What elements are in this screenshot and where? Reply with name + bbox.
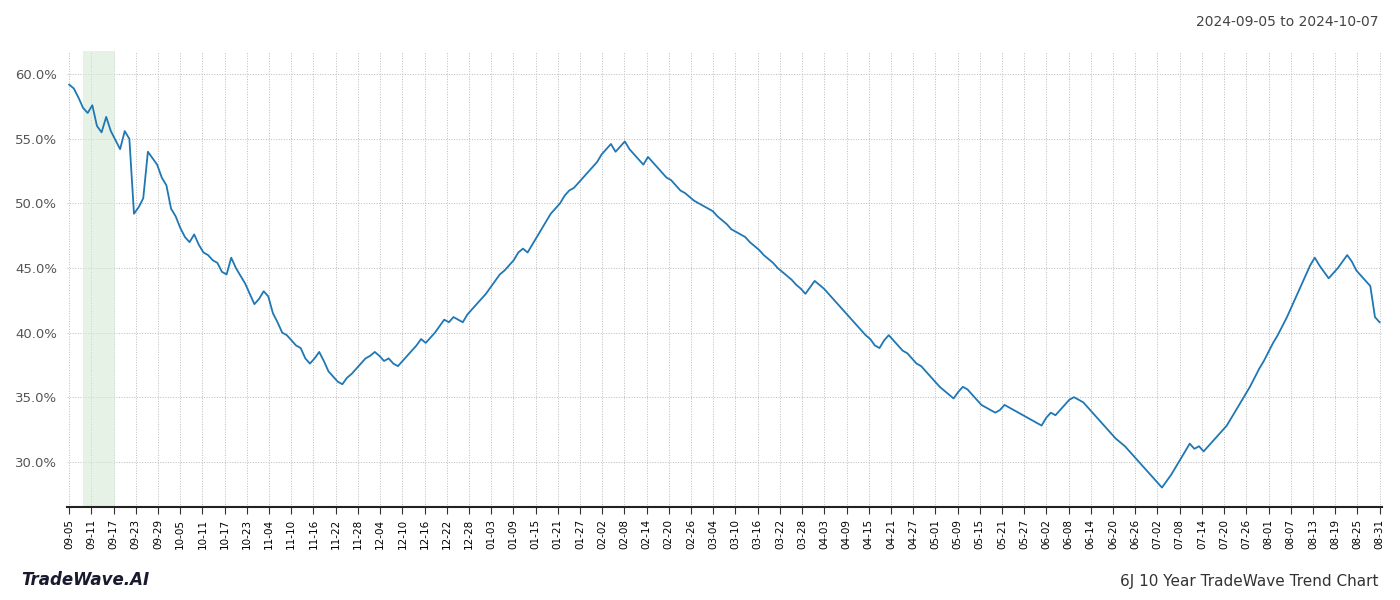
Text: 2024-09-05 to 2024-10-07: 2024-09-05 to 2024-10-07 (1197, 15, 1379, 29)
Bar (83, 51, 115, 507)
Text: TradeWave.AI: TradeWave.AI (21, 571, 150, 589)
Text: 6J 10 Year TradeWave Trend Chart: 6J 10 Year TradeWave Trend Chart (1120, 574, 1379, 589)
